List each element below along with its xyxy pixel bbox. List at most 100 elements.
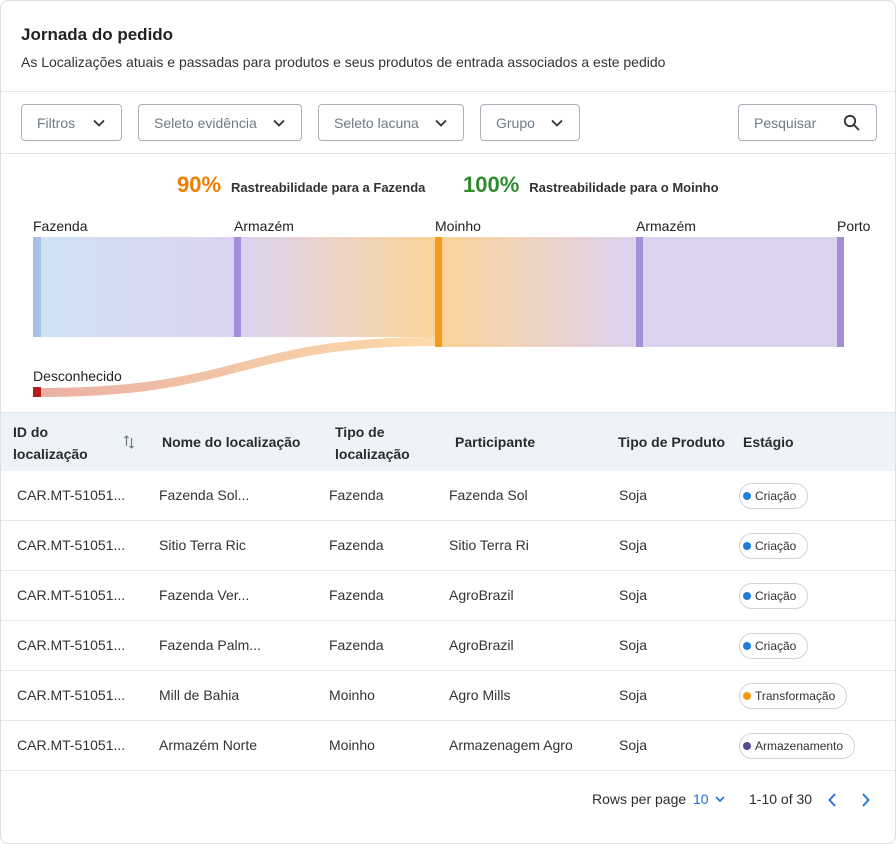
table-header: ID do localização Nome do localização Ti… — [1, 412, 895, 471]
cell-location-type: Moinho — [329, 687, 375, 703]
flow-label-fazenda: Fazenda — [33, 218, 88, 234]
lacuna-label: Seleto lacuna — [334, 114, 419, 131]
chevron-down-icon — [273, 119, 285, 127]
farm-traceability-value: 90% — [177, 172, 222, 197]
flow-node-porto — [837, 237, 844, 347]
flow-label-armazem-1: Armazém — [234, 218, 294, 234]
lacuna-dropdown[interactable]: Seleto lacuna — [318, 104, 464, 141]
pagination: Rows per page 10 1-10 of 30 — [1, 791, 895, 811]
flow-node-armazem-2 — [636, 237, 643, 347]
status-badge-label: Transformação — [755, 689, 836, 703]
cell-location-name: Fazenda Ver... — [159, 587, 250, 603]
mill-traceability-stat: 100% Rastreabilidade para o Moinho — [463, 172, 719, 198]
mill-traceability-label: Rastreabilidade para o Moinho — [529, 180, 719, 195]
cell-participant: Fazenda Sol — [449, 487, 528, 503]
evidencia-dropdown[interactable]: Seleto evidência — [138, 104, 302, 141]
status-badge: Criação — [739, 483, 809, 509]
cell-location-name: Fazenda Sol... — [159, 487, 250, 503]
flow-node-armazem-1 — [234, 237, 241, 337]
table-row[interactable]: CAR.MT-51051... Fazenda Sol... Fazenda Faze… — [1, 471, 895, 521]
flow-label-desconhecido: Desconhecido — [33, 368, 122, 384]
cell-product-type: Soja — [619, 737, 648, 753]
col-header-name[interactable]: Nome do localização — [162, 434, 301, 450]
flow-node-moinho — [435, 237, 442, 347]
cell-location-id: CAR.MT-51051... — [17, 637, 126, 653]
cell-location-name: Fazenda Palm... — [159, 637, 261, 653]
card-header: Jornada do pedido As Localizações atuais… — [1, 1, 895, 92]
cell-location-type: Fazenda — [329, 537, 384, 553]
mill-traceability-value: 100% — [463, 172, 520, 197]
col-header-stage[interactable]: Estágio — [743, 434, 794, 450]
col-header-id[interactable]: ID do localização — [13, 424, 88, 462]
table-body: CAR.MT-51051... Fazenda Sol... Fazenda Faze… — [1, 471, 895, 771]
status-badge: Transformação — [739, 683, 848, 709]
cell-location-id: CAR.MT-51051... — [17, 487, 126, 503]
farm-traceability-label: Rastreabilidade para a Fazenda — [231, 180, 426, 195]
cell-participant: Armazenagem Agro — [449, 737, 573, 753]
rows-per-page-select[interactable]: 10 — [693, 791, 725, 807]
page-subtitle: As Localizações atuais e passadas para p… — [21, 54, 666, 70]
rows-per-page-label: Rows per page — [592, 791, 687, 807]
cell-product-type: Soja — [619, 687, 648, 703]
cell-location-name: Armazém Norte — [159, 737, 258, 753]
grupo-label: Grupo — [496, 114, 535, 131]
table-row[interactable]: CAR.MT-51051... Armazém Norte Moinho Armaze… — [1, 721, 895, 771]
search-placeholder: Pesquisar — [754, 114, 817, 131]
status-dot-icon — [743, 642, 751, 650]
status-dot-icon — [743, 692, 751, 700]
previous-page-icon[interactable] — [825, 792, 841, 808]
cell-location-id: CAR.MT-51051... — [17, 737, 126, 753]
col-header-type[interactable]: Tipo de localização — [335, 424, 410, 462]
table-row[interactable]: CAR.MT-51051... Fazenda Palm... Fazenda Agr… — [1, 621, 895, 671]
cell-location-type: Moinho — [329, 737, 375, 753]
flow-label-armazem-2: Armazém — [636, 218, 696, 234]
status-badge-label: Criação — [755, 489, 797, 503]
status-badge-label: Criação — [755, 589, 797, 603]
filter-bar: Filtros Seleto evidência Seleto lacuna G… — [1, 92, 895, 154]
sort-icon[interactable] — [123, 435, 135, 449]
cell-location-id: CAR.MT-51051... — [17, 537, 126, 553]
flow-link-fazenda-armazem — [41, 237, 234, 337]
cell-participant: Agro Mills — [449, 687, 511, 703]
journey-flow-diagram: Fazenda Armazém Moinho Armazém Porto Des… — [1, 206, 895, 406]
filtros-label: Filtros — [37, 114, 76, 131]
page-range: 1-10 of 30 — [749, 791, 813, 807]
cell-product-type: Soja — [619, 537, 648, 553]
cell-product-type: Soja — [619, 487, 648, 503]
chevron-down-icon — [551, 119, 563, 127]
next-page-icon[interactable] — [857, 792, 873, 808]
table-row[interactable]: CAR.MT-51051... Sitio Terra Ric Fazenda Sit… — [1, 521, 895, 571]
cell-location-name: Mill de Bahia — [159, 687, 240, 703]
flow-label-porto: Porto — [837, 218, 871, 234]
search-input[interactable]: Pesquisar — [738, 104, 877, 141]
filtros-dropdown[interactable]: Filtros — [21, 104, 122, 141]
status-dot-icon — [743, 542, 751, 550]
col-header-participant[interactable]: Participante — [455, 434, 536, 450]
flow-link-armazem-moinho — [241, 237, 435, 337]
grupo-dropdown[interactable]: Grupo — [480, 104, 580, 141]
flow-link-armazem-porto — [643, 237, 837, 347]
cell-participant: AgroBrazil — [449, 587, 514, 603]
status-badge: Criação — [739, 533, 809, 559]
status-dot-icon — [743, 742, 751, 750]
status-badge-label: Criação — [755, 639, 797, 653]
chevron-down-icon — [93, 119, 105, 127]
rows-per-page-value: 10 — [693, 791, 709, 807]
cell-location-id: CAR.MT-51051... — [17, 687, 126, 703]
cell-participant: AgroBrazil — [449, 637, 514, 653]
table-row[interactable]: CAR.MT-51051... Mill de Bahia Moinho Agro M… — [1, 671, 895, 721]
flow-node-fazenda — [33, 237, 41, 337]
status-dot-icon — [743, 492, 751, 500]
status-dot-icon — [743, 592, 751, 600]
cell-product-type: Soja — [619, 587, 648, 603]
cell-location-type: Fazenda — [329, 637, 384, 653]
status-badge-label: Armazenamento — [755, 739, 844, 753]
status-badge: Criação — [739, 633, 809, 659]
cell-location-name: Sitio Terra Ric — [159, 537, 246, 553]
flow-link-moinho-armazem — [442, 237, 636, 347]
table-row[interactable]: CAR.MT-51051... Fazenda Ver... Fazenda Agro… — [1, 571, 895, 621]
col-header-product[interactable]: Tipo de Produto — [618, 434, 726, 450]
flow-node-desconhecido — [33, 387, 41, 397]
search-icon[interactable] — [843, 114, 860, 131]
